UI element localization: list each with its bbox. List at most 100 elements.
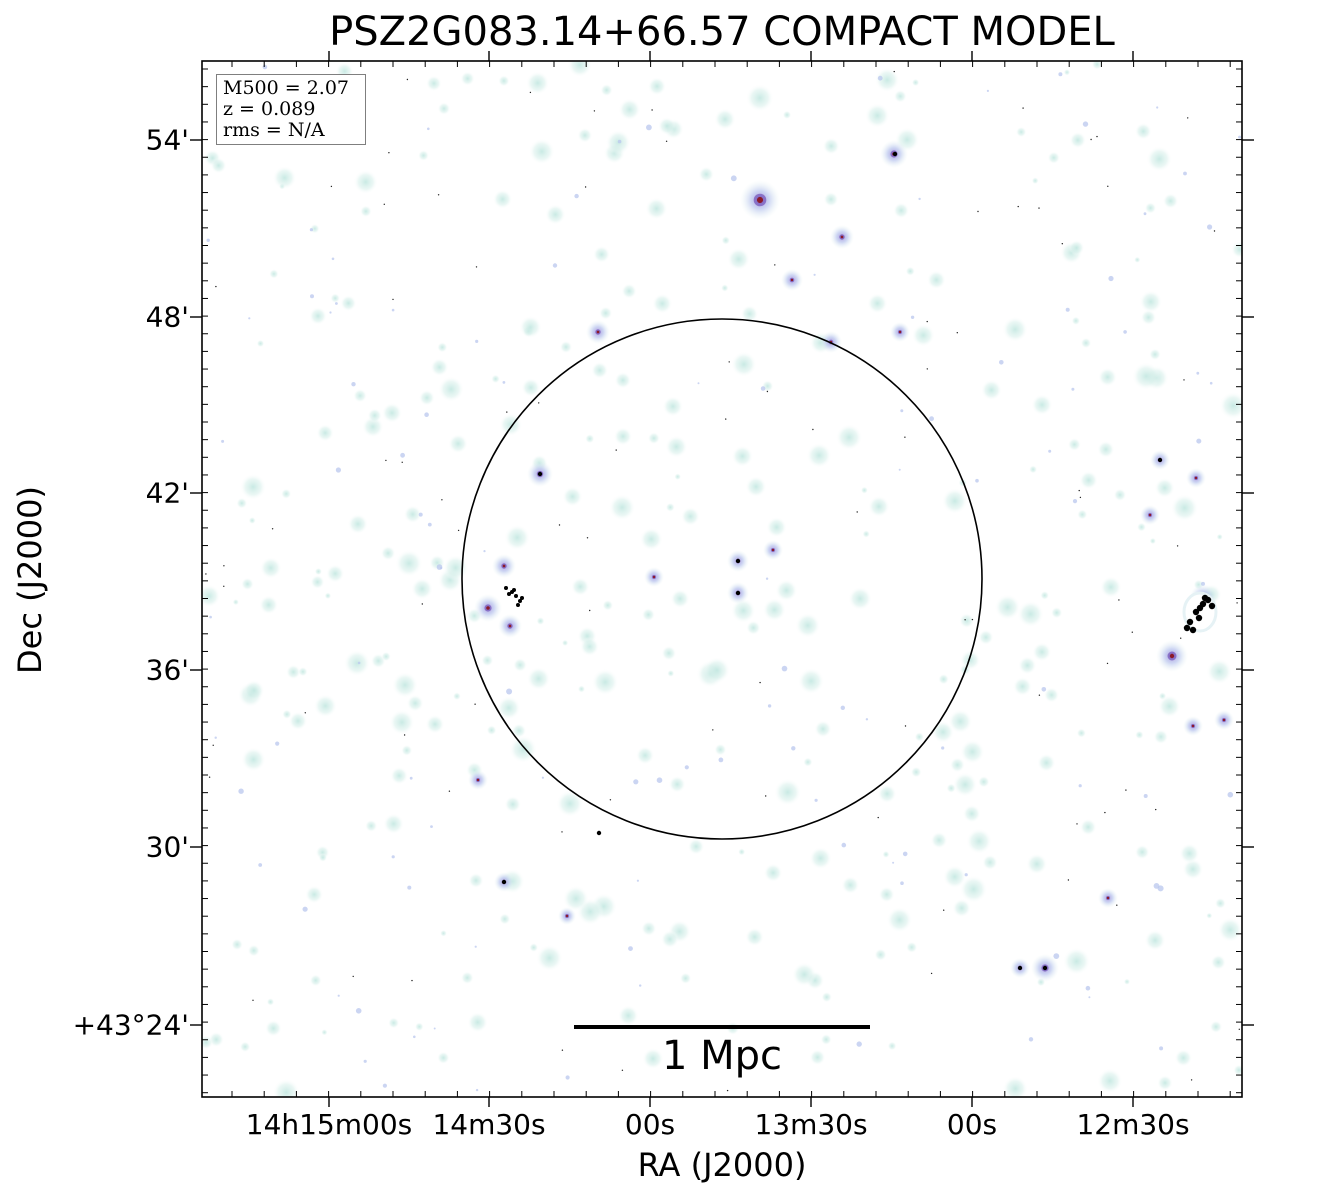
faint-source	[1123, 978, 1131, 985]
point-source	[781, 665, 788, 672]
point-source	[964, 873, 968, 877]
pixel-source	[558, 524, 561, 526]
pixel-source	[856, 511, 858, 513]
faint-source	[687, 838, 705, 855]
cluster-core	[507, 592, 511, 596]
y-tick-label: 36'	[145, 653, 189, 687]
faint-source	[580, 637, 600, 657]
pixel-source	[1118, 599, 1120, 601]
faint-source	[528, 138, 555, 165]
pixel-source	[766, 390, 769, 393]
faint-source	[621, 283, 637, 299]
faint-source	[668, 775, 686, 793]
faint-source	[509, 735, 538, 764]
point-source	[506, 688, 513, 695]
faint-source	[577, 127, 593, 143]
pixel-source	[593, 110, 596, 112]
faint-source	[806, 442, 832, 468]
pixel-source	[930, 972, 933, 975]
point-source	[363, 1059, 367, 1063]
faint-source	[272, 1078, 300, 1097]
faint-source	[1162, 193, 1179, 209]
faint-source	[670, 589, 690, 609]
point-source	[1196, 438, 1202, 444]
faint-source	[593, 245, 611, 263]
faint-source	[959, 613, 975, 629]
point-source	[684, 765, 689, 770]
pixel-source	[971, 618, 974, 621]
faint-source	[340, 295, 357, 312]
faint-source	[740, 305, 759, 323]
faint-source	[952, 898, 971, 918]
point-source	[1053, 953, 1060, 959]
faint-source	[309, 307, 327, 325]
faint-source	[1076, 728, 1087, 738]
source-core	[596, 830, 602, 836]
extended-source-core	[1201, 594, 1209, 602]
faint-source	[797, 667, 825, 695]
faint-source	[1031, 177, 1039, 185]
faint-source	[1026, 853, 1048, 875]
bright-source-peak	[1194, 476, 1198, 480]
faint-source	[1002, 316, 1028, 343]
source-core	[735, 558, 741, 564]
pixel-source	[651, 109, 653, 111]
faint-source	[1231, 241, 1242, 258]
faint-source	[591, 361, 609, 379]
faint-source	[960, 739, 985, 764]
faint-source	[562, 885, 590, 912]
tick-marks	[190, 51, 1254, 1107]
faint-source	[887, 1041, 897, 1051]
faint-source	[481, 654, 494, 667]
faint-source	[1140, 309, 1157, 326]
extended-source-core	[1196, 604, 1204, 612]
faint-source	[1050, 606, 1063, 619]
pixel-source	[475, 266, 478, 268]
point-source	[617, 139, 622, 144]
faint-source	[1113, 488, 1127, 502]
pixel-source	[385, 459, 387, 462]
faint-source	[247, 944, 260, 957]
point-source	[646, 124, 652, 131]
point-source	[221, 439, 225, 443]
faint-source	[1063, 69, 1071, 76]
faint-source	[982, 854, 998, 871]
bright-source-peak	[476, 778, 480, 782]
faint-source	[437, 102, 451, 115]
point-source	[1071, 387, 1075, 391]
point-source	[900, 409, 904, 413]
faint-source	[511, 723, 527, 738]
faint-source	[803, 757, 813, 767]
faint-source	[388, 1017, 400, 1029]
faint-source	[243, 679, 265, 701]
faint-source	[1017, 600, 1044, 628]
pixel-source	[212, 744, 214, 746]
faint-source	[1149, 537, 1157, 545]
info-box: M500 = 2.07 z = 0.089 rms = N/A	[216, 74, 366, 145]
pixel-source	[421, 603, 423, 605]
faint-source	[698, 166, 715, 183]
faint-source	[1136, 522, 1147, 532]
faint-source	[874, 67, 900, 93]
point-source	[1108, 275, 1114, 282]
pixel-source	[584, 186, 587, 188]
faint-source	[1139, 290, 1163, 314]
faint-source	[266, 998, 275, 1006]
faint-source	[1134, 844, 1150, 860]
point-source	[900, 881, 904, 885]
faint-source	[383, 813, 404, 835]
point-source	[427, 522, 432, 527]
faint-source	[823, 191, 839, 207]
faint-source	[1144, 202, 1157, 214]
x-tick-label: 13m30s	[754, 1108, 868, 1141]
point-source	[541, 776, 545, 779]
faint-source	[665, 502, 675, 512]
faint-source	[1149, 348, 1161, 361]
faint-source	[821, 991, 832, 1003]
pixel-source	[474, 703, 476, 705]
faint-source	[1233, 1064, 1242, 1076]
faint-source	[860, 486, 869, 494]
point-source	[1123, 330, 1127, 334]
faint-source	[1047, 151, 1061, 164]
pixel-source	[1180, 637, 1182, 639]
